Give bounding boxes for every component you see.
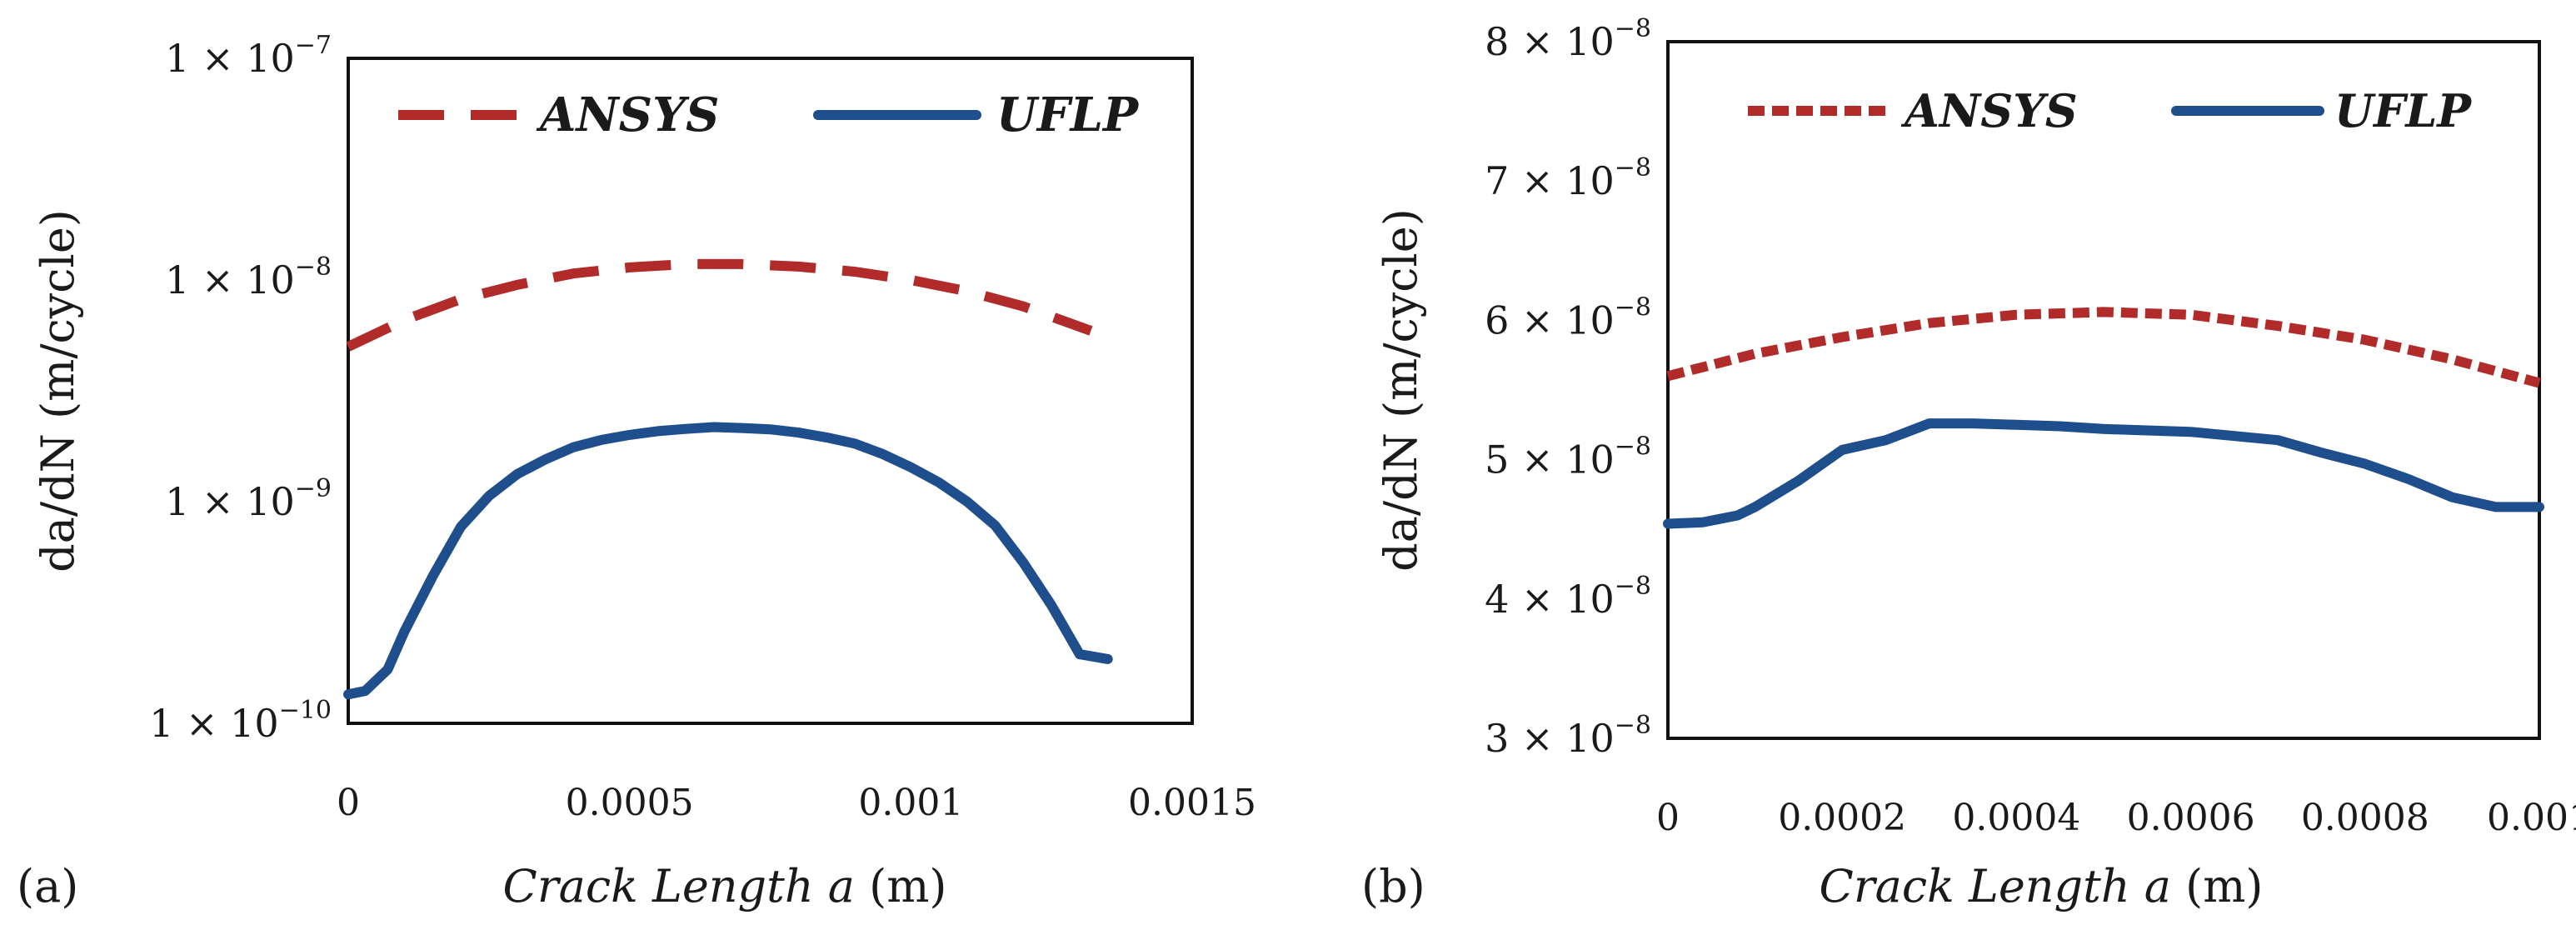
y-tick-exponent: −8 xyxy=(1615,432,1651,462)
y-tick-label: 4 × 10−8 xyxy=(1485,572,1651,622)
legend-label-uflp: UFLP xyxy=(2334,84,2472,138)
plot-frame xyxy=(347,57,1194,725)
y-tick-exponent: −8 xyxy=(295,252,332,282)
x-tick-label: 0.0005 xyxy=(566,782,694,824)
y-tick-exponent: −7 xyxy=(295,31,332,60)
y-tick-mantissa: 1 × 10 xyxy=(149,701,279,746)
y-tick-exponent: −8 xyxy=(1615,14,1651,43)
series-line-ansys xyxy=(346,258,1093,352)
panel-label: (b) xyxy=(1361,860,1425,912)
y-tick-label: 1 × 10−8 xyxy=(165,252,332,302)
y-tick-label: 1 × 10−9 xyxy=(165,474,332,524)
x-axis-title-italic: Crack Length a xyxy=(503,860,855,912)
y-tick-exponent: −8 xyxy=(1615,572,1651,601)
x-axis-title-unit: (m) xyxy=(2171,860,2264,912)
y-tick-label: 7 × 10−8 xyxy=(1485,153,1651,203)
x-axis-title-italic: Crack Length a xyxy=(1820,860,2171,912)
y-tick-exponent: −8 xyxy=(1615,153,1651,182)
panel-label: (a) xyxy=(17,860,78,912)
legend-label-uflp: UFLP xyxy=(996,88,1140,142)
y-tick-label: 6 × 10−8 xyxy=(1485,292,1651,342)
x-tick-label: 0 xyxy=(337,782,360,824)
x-axis-title: Crack Length a (m) xyxy=(503,860,947,912)
y-tick-exponent: −8 xyxy=(1615,292,1651,322)
y-tick-mantissa: 6 × 10 xyxy=(1485,298,1615,342)
y-tick-exponent: −8 xyxy=(1615,711,1651,740)
y-tick-mantissa: 1 × 10 xyxy=(165,479,295,524)
y-tick-mantissa: 7 × 10 xyxy=(1485,158,1615,203)
y-tick-label: 1 × 10−7 xyxy=(165,31,332,81)
series-line-uflp xyxy=(1663,418,2544,529)
y-tick-label: 1 × 10−10 xyxy=(149,696,332,746)
legend-label-ansys: ANSYS xyxy=(1900,84,2078,138)
y-tick-mantissa: 3 × 10 xyxy=(1485,716,1615,761)
y-tick-mantissa: 4 × 10 xyxy=(1485,577,1615,622)
legend-label-ansys: ANSYS xyxy=(536,88,720,142)
y-tick-mantissa: 1 × 10 xyxy=(165,258,295,302)
y-tick-exponent: −10 xyxy=(279,696,332,725)
x-tick-label: 0.0006 xyxy=(2127,797,2255,839)
y-tick-mantissa: 8 × 10 xyxy=(1485,19,1615,64)
y-tick-label: 3 × 10−8 xyxy=(1485,711,1651,761)
x-tick-label: 0.001 xyxy=(2487,797,2576,839)
plot-frame xyxy=(1666,40,2541,740)
y-tick-exponent: −9 xyxy=(295,474,332,503)
x-tick-label: 0.0008 xyxy=(2301,797,2429,839)
series-line-uflp xyxy=(343,422,1113,700)
y-tick-mantissa: 5 × 10 xyxy=(1485,438,1615,482)
y-tick-label: 5 × 10−8 xyxy=(1485,432,1651,482)
series-line-ansys xyxy=(1666,307,2541,388)
y-axis-title: da/dN (m/cycle) xyxy=(1375,208,1427,572)
x-tick-label: 0 xyxy=(1656,797,1680,839)
y-axis-title: da/dN (m/cycle) xyxy=(32,209,84,572)
y-tick-mantissa: 1 × 10 xyxy=(165,36,295,81)
x-tick-label: 0.001 xyxy=(858,782,963,824)
x-tick-label: 0.0004 xyxy=(1952,797,2080,839)
x-tick-label: 0.0015 xyxy=(1128,782,1256,824)
x-axis-title-unit: (m) xyxy=(855,860,947,912)
x-tick-label: 0.0002 xyxy=(1778,797,1906,839)
y-tick-label: 8 × 10−8 xyxy=(1485,14,1651,64)
x-axis-title: Crack Length a (m) xyxy=(1820,860,2264,912)
